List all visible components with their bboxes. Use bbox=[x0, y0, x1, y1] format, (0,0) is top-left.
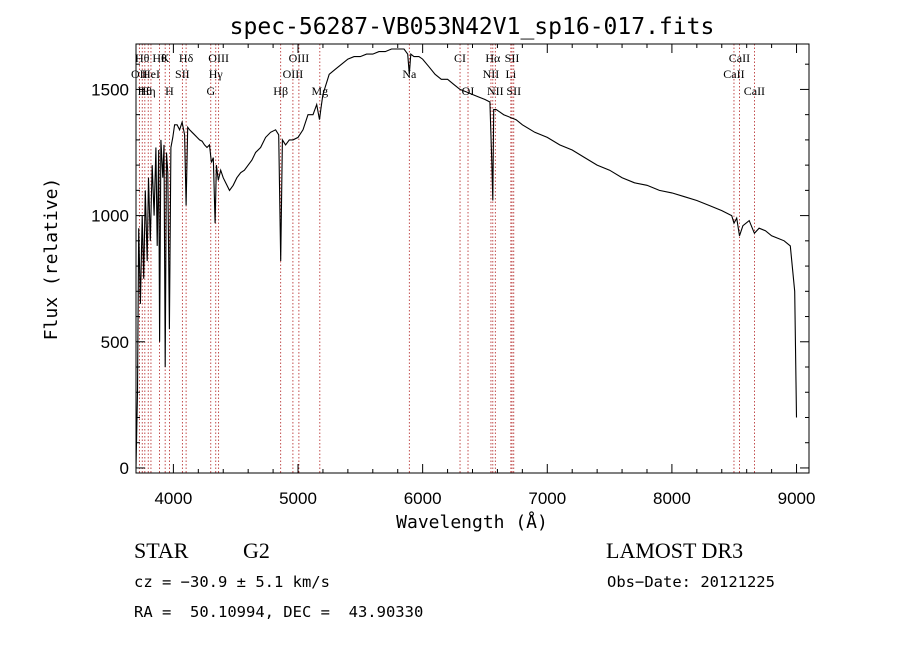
line-label: Hθ bbox=[135, 51, 150, 65]
line-label: NII bbox=[483, 67, 500, 81]
line-label: CaII bbox=[723, 67, 744, 81]
line-label: Mg bbox=[311, 84, 328, 98]
line-label: SII bbox=[175, 67, 190, 81]
x-tick-label: 8000 bbox=[653, 489, 691, 508]
plot-frame bbox=[135, 43, 810, 474]
x-tick-label: 7000 bbox=[528, 489, 566, 508]
x-axis-label: Wavelength (Å) bbox=[396, 511, 548, 533]
line-label: Hγ bbox=[209, 67, 224, 81]
y-tick-label: 500 bbox=[101, 333, 129, 352]
coordinates: RA = 50.10994, DEC = 43.90330 bbox=[134, 603, 424, 621]
chart-title: spec-56287-VB053N42V1_sp16-017.fits bbox=[230, 14, 715, 40]
line-label: H bbox=[165, 84, 174, 98]
line-label: CI bbox=[454, 51, 466, 65]
object-class: STAR bbox=[134, 538, 189, 563]
line-label: G bbox=[206, 84, 215, 98]
line-label: K bbox=[161, 51, 170, 65]
x-tick-label: 9000 bbox=[778, 489, 816, 508]
line-label: SII bbox=[506, 84, 521, 98]
line-label: Hβ bbox=[273, 84, 288, 98]
redshift-info: cz = −30.9 ± 5.1 km/s bbox=[134, 573, 330, 591]
line-label: Hδ bbox=[179, 51, 194, 65]
spectrum-line bbox=[135, 48, 798, 469]
obs-date: Obs−Date: 20121225 bbox=[607, 573, 775, 591]
line-label: OIII bbox=[283, 67, 304, 81]
y-tick-label: 0 bbox=[120, 459, 129, 478]
line-label: SII bbox=[505, 51, 520, 65]
survey-name: LAMOST DR3 bbox=[606, 538, 744, 563]
y-tick-label: 1000 bbox=[91, 207, 129, 226]
y-axis-ticks: 0 500 1000 1500 bbox=[91, 63, 809, 478]
y-tick-label: 1500 bbox=[91, 80, 129, 99]
line-label: HeI bbox=[142, 67, 160, 81]
x-tick-label: 6000 bbox=[404, 489, 442, 508]
x-axis-ticks: 4000 5000 6000 7000 8000 9000 bbox=[154, 44, 815, 508]
line-label: Hα bbox=[485, 51, 501, 65]
spectrum-chart: spec-56287-VB053N42V1_sp16-017.fits OIIH… bbox=[41, 14, 815, 533]
line-label: OII bbox=[131, 67, 148, 81]
line-label: OIII bbox=[208, 51, 229, 65]
line-label: NII bbox=[487, 84, 504, 98]
x-tick-label: 4000 bbox=[154, 489, 192, 508]
x-tick-label: 5000 bbox=[279, 489, 317, 508]
line-label: Hθ bbox=[152, 51, 167, 65]
line-label: Li bbox=[506, 67, 517, 81]
emission-line-markers bbox=[138, 44, 755, 473]
line-label: OIII bbox=[289, 51, 310, 65]
line-label: Hη bbox=[141, 84, 156, 98]
line-label: CaII bbox=[744, 84, 765, 98]
y-axis-label: Flux (relative) bbox=[41, 178, 62, 341]
line-label: CaII bbox=[729, 51, 750, 65]
line-label: Hθ bbox=[138, 84, 153, 98]
object-subclass: G2 bbox=[243, 538, 270, 563]
emission-line-labels: OIIHθHθHηHeIHθKHSIIHδGHγOIIIHβOIIIOIIIMg… bbox=[131, 51, 765, 98]
